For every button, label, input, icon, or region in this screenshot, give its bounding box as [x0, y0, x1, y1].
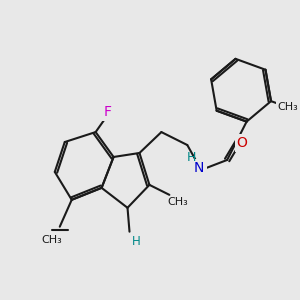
Text: F: F — [103, 105, 112, 119]
Text: O: O — [237, 136, 248, 150]
Text: CH₃: CH₃ — [167, 197, 188, 207]
Text: CH₃: CH₃ — [278, 102, 298, 112]
Text: H: H — [187, 152, 196, 164]
Text: N: N — [194, 161, 204, 175]
Text: H: H — [132, 235, 141, 248]
Text: CH₃: CH₃ — [41, 235, 62, 245]
